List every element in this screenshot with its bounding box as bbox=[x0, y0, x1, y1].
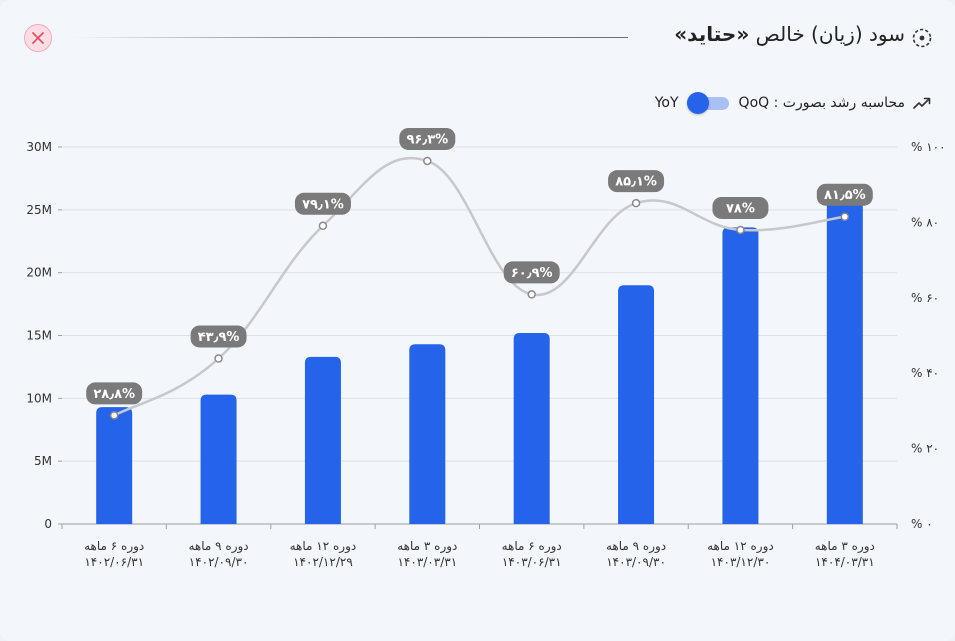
y2-tick-label: % ۱۰۰ bbox=[911, 140, 946, 154]
close-icon bbox=[32, 32, 44, 44]
data-label-bg bbox=[399, 127, 456, 150]
company-name: «حتاید» bbox=[674, 22, 750, 46]
x-tick-label: دوره ۶ ماهه bbox=[84, 539, 144, 554]
bar bbox=[826, 190, 863, 524]
close-button[interactable] bbox=[24, 24, 52, 52]
y-tick-label: 25M bbox=[26, 203, 52, 217]
growth-point bbox=[423, 156, 432, 166]
x-tick-label: دوره ۳ ماهه bbox=[815, 539, 875, 554]
data-label-text: ۹۶٫۳% bbox=[406, 132, 448, 147]
data-label: ۹۶٫۳% bbox=[399, 127, 456, 150]
x-tick-label: دوره ۳ ماهه bbox=[397, 539, 457, 554]
growth-point bbox=[109, 411, 119, 420]
growth-point bbox=[736, 225, 745, 235]
bar bbox=[304, 356, 341, 524]
data-label-bg bbox=[190, 325, 247, 348]
data-label-bg bbox=[608, 170, 665, 193]
growth-mode-row: محاسبه رشد بصورت : QoQ YoY bbox=[655, 90, 931, 116]
x-tick-label-date: ۱۴۰۳/۰۹/۳۰ bbox=[606, 555, 666, 569]
data-label-text: ۸۱٫۵% bbox=[824, 188, 866, 203]
bar bbox=[200, 394, 237, 524]
y-tick-label: 20M bbox=[26, 266, 52, 280]
y-tick-label: 10M bbox=[26, 391, 52, 405]
y-tick-label: 5M bbox=[34, 454, 52, 468]
data-label: ۸۱٫۵% bbox=[816, 183, 873, 206]
title-divider bbox=[72, 37, 628, 38]
x-tick-label: دوره ۱۲ ماهه bbox=[290, 539, 357, 554]
data-label-bg bbox=[712, 196, 769, 219]
x-tick-label: دوره ۹ ماهه bbox=[188, 539, 248, 554]
bar bbox=[96, 407, 133, 524]
data-label-bg bbox=[503, 261, 560, 284]
data-label: ۷۹٫۱% bbox=[294, 192, 351, 215]
bar bbox=[722, 227, 759, 524]
y-tick-label: 30M bbox=[26, 140, 52, 154]
data-label-text: ۸۵٫۱% bbox=[615, 175, 657, 190]
data-label-bg bbox=[86, 382, 143, 405]
data-label-bg bbox=[294, 192, 351, 215]
data-label-text: ۷۸% bbox=[726, 201, 755, 216]
x-tick-label-date: ۱۴۰۴/۰۳/۳۱ bbox=[815, 555, 875, 569]
growth-point bbox=[840, 212, 850, 221]
x-tick-label: دوره ۱۲ ماهه bbox=[707, 539, 774, 554]
x-tick-label-date: ۱۴۰۳/۰۶/۳۱ bbox=[502, 555, 562, 569]
growth-mode-toggle[interactable] bbox=[686, 92, 731, 114]
bar bbox=[618, 285, 655, 524]
x-tick-label: دوره ۶ ماهه bbox=[502, 539, 562, 554]
data-label-text: ۲۸٫۸% bbox=[93, 387, 135, 402]
growth-point bbox=[631, 198, 641, 208]
growth-point bbox=[214, 354, 223, 363]
growth-mode-label: محاسبه رشد بصورت : QoQ bbox=[738, 95, 905, 111]
data-label: ۲۸٫۸% bbox=[86, 382, 143, 405]
y-tick-label: 15M bbox=[26, 329, 52, 343]
trend-up-icon bbox=[913, 97, 931, 109]
title-text: سود (زیان) خالص bbox=[755, 22, 905, 46]
data-label-text: ۷۹٫۱% bbox=[302, 197, 344, 212]
y2-tick-label: % ۰ bbox=[911, 517, 933, 531]
card-header: سود (زیان) خالص «حتاید» bbox=[0, 0, 955, 76]
data-label-text: ۴۳٫۹% bbox=[198, 330, 240, 345]
y2-tick-label: % ۸۰ bbox=[911, 215, 939, 229]
y2-tick-label: % ۴۰ bbox=[911, 366, 939, 380]
data-label: ۶۰٫۹% bbox=[503, 261, 560, 284]
y-tick-label: 0 bbox=[44, 517, 52, 531]
target-icon bbox=[912, 28, 932, 48]
toggle-knob[interactable] bbox=[686, 92, 709, 114]
x-tick-label-date: ۱۴۰۲/۰۶/۳۱ bbox=[84, 555, 144, 569]
y2-tick-label: % ۲۰ bbox=[911, 442, 939, 456]
toggle-alt-label[interactable]: YoY bbox=[654, 95, 679, 111]
x-tick-label-date: ۱۴۰۳/۱۲/۳۰ bbox=[711, 555, 771, 569]
data-label: ۷۸% bbox=[712, 196, 769, 219]
growth-point bbox=[318, 221, 328, 231]
chart-title: سود (زیان) خالص «حتاید» bbox=[674, 22, 905, 46]
x-tick-label-date: ۱۴۰۳/۰۳/۳۱ bbox=[397, 555, 457, 569]
bar bbox=[409, 344, 446, 524]
data-label: ۸۵٫۱% bbox=[608, 170, 665, 193]
x-tick-label-date: ۱۴۰۲/۱۲/۲۹ bbox=[293, 555, 353, 569]
x-tick-label-date: ۱۴۰۲/۰۹/۳۰ bbox=[189, 555, 249, 569]
bar bbox=[513, 332, 550, 524]
data-label: ۴۳٫۹% bbox=[190, 325, 247, 348]
y2-tick-label: % ۶۰ bbox=[911, 291, 939, 305]
growth-point bbox=[527, 290, 536, 299]
x-tick-label: دوره ۹ ماهه bbox=[606, 539, 666, 554]
data-label-bg bbox=[816, 183, 873, 206]
data-label-text: ۶۰٫۹% bbox=[511, 266, 553, 281]
